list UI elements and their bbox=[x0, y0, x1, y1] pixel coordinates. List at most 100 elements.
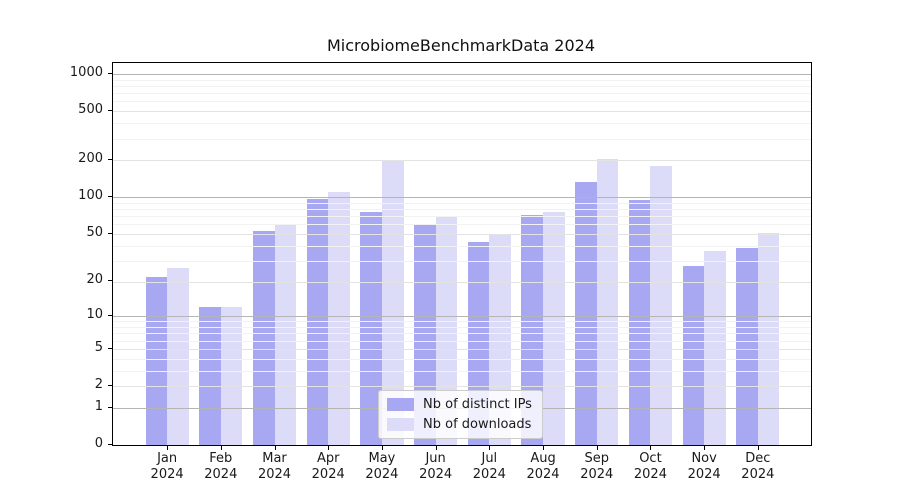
x-tick-year: 2024 bbox=[257, 467, 292, 482]
gridline-7 bbox=[113, 333, 811, 335]
x-tick-label-apr: Apr 2024 bbox=[296, 451, 360, 483]
y-tick-label-0: 0 bbox=[94, 436, 103, 451]
x-tick-year: 2024 bbox=[150, 467, 184, 482]
bar-aug-downloads bbox=[543, 211, 565, 445]
bar-mar-distinct-ips bbox=[252, 230, 275, 445]
y-tick-label-20: 20 bbox=[86, 272, 103, 288]
gridline-4 bbox=[113, 358, 811, 360]
x-tick-mark bbox=[382, 446, 383, 450]
x-tick-label-sep: Sep 2024 bbox=[565, 451, 629, 483]
bar-sep-distinct-ips bbox=[575, 182, 597, 445]
gridline-9 bbox=[113, 321, 811, 323]
gridline-80 bbox=[113, 209, 811, 210]
x-tick-mark bbox=[328, 446, 329, 450]
x-tick-mark bbox=[704, 446, 705, 450]
y-tick-mark bbox=[108, 196, 112, 197]
x-tick-mark bbox=[167, 446, 168, 450]
y-tick-label-200: 200 bbox=[78, 151, 103, 167]
x-tick-mark bbox=[650, 446, 651, 450]
gridline-30 bbox=[113, 260, 811, 262]
gridline-40 bbox=[113, 245, 811, 247]
bar-oct-downloads bbox=[650, 165, 673, 445]
x-tick-label-oct: Oct 2024 bbox=[618, 451, 682, 483]
y-tick-mark bbox=[108, 348, 112, 349]
x-tick-mark bbox=[543, 446, 544, 450]
gridline-400 bbox=[113, 123, 811, 125]
plot-area bbox=[112, 62, 812, 446]
gridline-3 bbox=[113, 370, 811, 372]
y-tick-mark bbox=[108, 233, 112, 234]
x-tick-label-aug: Aug 2024 bbox=[511, 451, 575, 483]
x-tick-mark bbox=[489, 446, 490, 450]
chart-title: MicrobiomeBenchmarkData 2024 bbox=[326, 36, 596, 55]
gridline-200 bbox=[113, 160, 811, 162]
x-tick-label-feb: Feb 2024 bbox=[189, 451, 253, 483]
x-tick-year: 2024 bbox=[419, 467, 453, 482]
legend-label-distinct-ips: Nb of distinct IPs bbox=[423, 397, 532, 412]
y-tick-mark bbox=[108, 315, 112, 316]
x-tick-label-jun: Jun 2024 bbox=[404, 451, 468, 483]
bar-feb-distinct-ips bbox=[199, 307, 221, 445]
y-tick-mark bbox=[108, 73, 112, 74]
legend-label-downloads: Nb of downloads bbox=[423, 417, 532, 432]
gridline-90 bbox=[113, 202, 811, 204]
x-tick-label-dec: Dec 2024 bbox=[726, 451, 790, 483]
gridline-100 bbox=[113, 197, 811, 199]
bar-feb-downloads bbox=[220, 307, 243, 445]
y-tick-label-5: 5 bbox=[94, 339, 103, 355]
legend-swatch-downloads bbox=[387, 418, 414, 431]
bar-may-downloads bbox=[381, 160, 404, 445]
x-tick-mark bbox=[758, 446, 759, 450]
bar-jan-downloads bbox=[167, 268, 189, 445]
y-tick-label-50: 50 bbox=[86, 224, 103, 240]
gridline-2 bbox=[113, 386, 811, 387]
bar-nov-downloads bbox=[704, 251, 726, 445]
x-tick-year: 2024 bbox=[365, 467, 399, 482]
y-tick-label-100: 100 bbox=[78, 188, 103, 204]
gridline-70 bbox=[113, 216, 811, 218]
y-tick-label-500: 500 bbox=[78, 102, 103, 118]
x-tick-label-may: May 2024 bbox=[350, 451, 414, 483]
y-tick-label-1000: 1000 bbox=[69, 64, 103, 80]
x-tick-label-mar: Mar 2024 bbox=[243, 451, 307, 483]
gridline-10 bbox=[113, 316, 811, 318]
y-tick-mark bbox=[108, 385, 112, 386]
gridline-6 bbox=[113, 340, 811, 342]
y-tick-mark bbox=[108, 280, 112, 281]
legend: Nb of distinct IPs Nb of downloads bbox=[378, 390, 543, 439]
bar-sep-downloads bbox=[596, 158, 619, 445]
x-tick-mark bbox=[275, 446, 276, 450]
x-tick-year: 2024 bbox=[526, 467, 560, 482]
gridline-8 bbox=[113, 327, 811, 328]
gridline-800 bbox=[113, 85, 811, 87]
gridline-5 bbox=[113, 348, 811, 350]
y-tick-mark bbox=[108, 110, 112, 111]
x-tick-year: 2024 bbox=[472, 467, 506, 482]
bar-jun-downloads bbox=[435, 216, 458, 445]
x-tick-mark bbox=[436, 446, 437, 450]
bar-dec-distinct-ips bbox=[736, 248, 758, 445]
y-tick-mark bbox=[108, 159, 112, 160]
y-tick-mark bbox=[108, 407, 112, 408]
x-tick-label-jan: Jan 2024 bbox=[135, 451, 199, 483]
x-tick-year: 2024 bbox=[741, 467, 775, 482]
gridline-700 bbox=[113, 93, 811, 95]
x-tick-year: 2024 bbox=[204, 467, 238, 482]
bar-dec-downloads bbox=[757, 232, 780, 445]
legend-item-downloads: Nb of downloads bbox=[387, 417, 532, 432]
bar-aug-distinct-ips bbox=[521, 215, 544, 445]
gridline-20 bbox=[113, 281, 811, 283]
gridline-900 bbox=[113, 79, 811, 81]
gridline-1000 bbox=[113, 73, 811, 75]
gridline-60 bbox=[113, 224, 811, 226]
y-tick-label-10: 10 bbox=[86, 307, 103, 323]
x-tick-year: 2024 bbox=[580, 467, 614, 482]
gridline-600 bbox=[113, 101, 811, 103]
x-tick-label-nov: Nov 2024 bbox=[672, 451, 736, 483]
legend-swatch-distinct-ips bbox=[387, 398, 414, 411]
y-tick-mark bbox=[108, 444, 112, 445]
bar-mar-downloads bbox=[274, 224, 297, 445]
bar-jan-distinct-ips bbox=[145, 276, 168, 445]
gridline-300 bbox=[113, 138, 811, 140]
